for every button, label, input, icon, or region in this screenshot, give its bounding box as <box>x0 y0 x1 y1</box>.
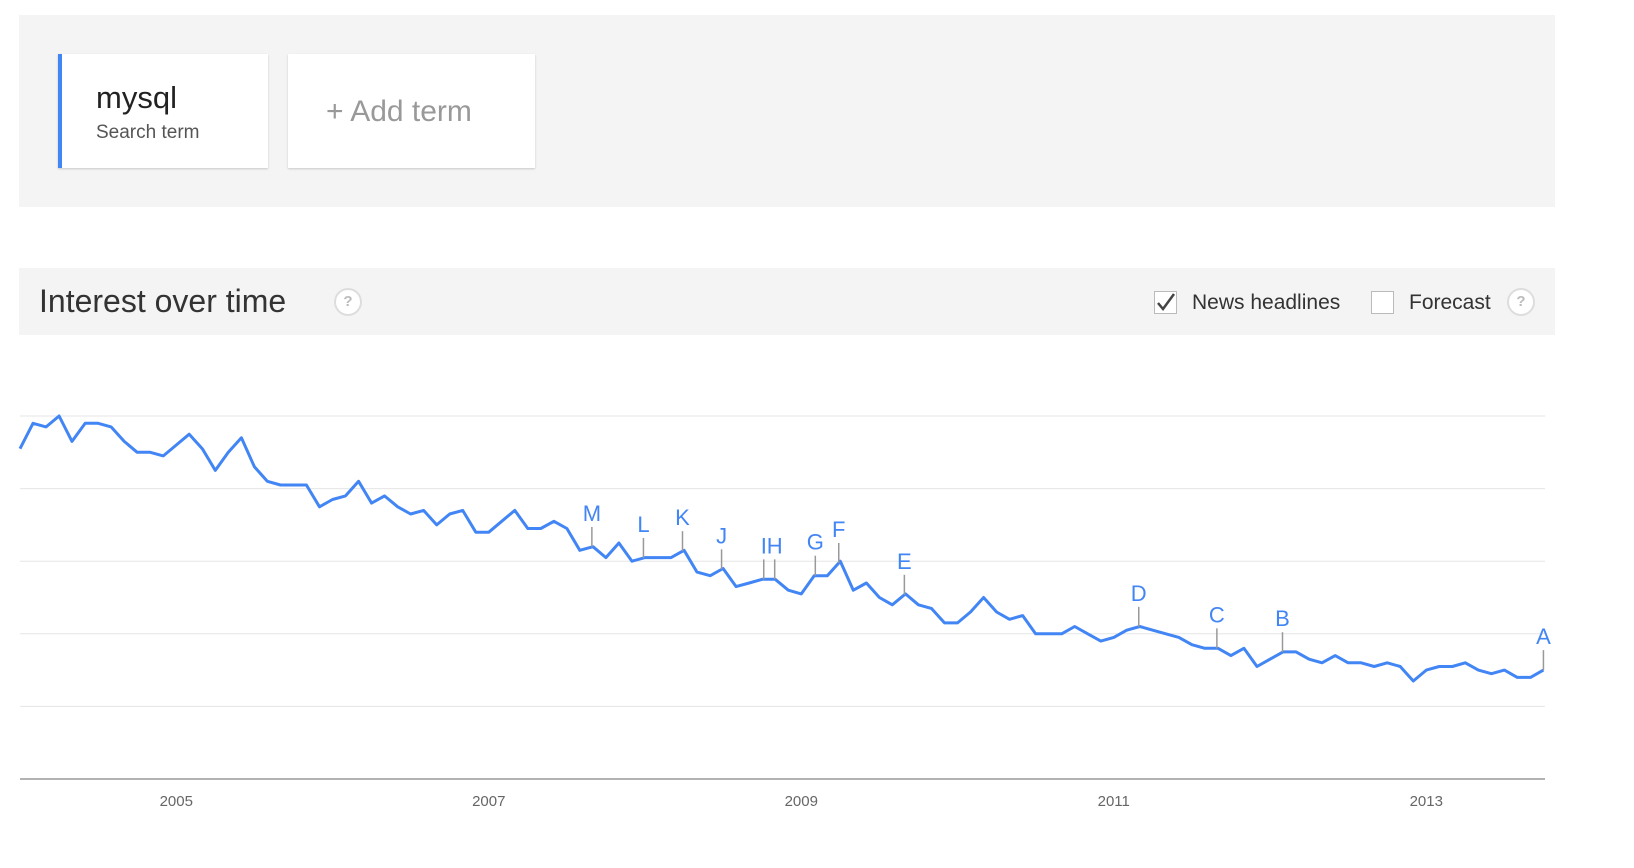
headline-letter[interactable]: I <box>761 533 767 558</box>
headline-letter[interactable]: H <box>767 533 783 558</box>
add-term-card[interactable]: + Add term <box>288 54 535 168</box>
x-tick-label: 2007 <box>472 793 505 810</box>
x-tick-label: 2013 <box>1410 793 1443 810</box>
headline-letter[interactable]: D <box>1131 581 1147 606</box>
checkbox[interactable] <box>1154 291 1177 314</box>
check-mark <box>1157 293 1176 312</box>
headline-letter[interactable]: F <box>832 517 845 542</box>
headline-letter[interactable]: G <box>807 530 824 555</box>
headline-letter[interactable]: E <box>897 549 912 574</box>
search-term: mysql <box>96 80 177 115</box>
help-icon[interactable]: ? <box>1507 288 1535 316</box>
section-header: Interest over time ? News headlines Fore… <box>19 268 1555 335</box>
chart: 2005 2007 2009 2011 2013 M L K J I H GF E D C B A <box>18 414 1551 810</box>
x-tick-label: 2009 <box>785 793 818 810</box>
search-panel: mysql Search term + Add term <box>19 15 1555 207</box>
headline-letter[interactable]: M <box>583 501 601 526</box>
headline-letter[interactable]: K <box>675 505 690 530</box>
headline-letter[interactable]: C <box>1209 602 1225 627</box>
option-label[interactable]: Forecast <box>1409 291 1491 314</box>
x-tick-label: 2005 <box>160 793 193 810</box>
section-title: Interest over time <box>39 283 287 319</box>
search-term-card[interactable]: mysql Search term <box>58 54 268 168</box>
headline-letter[interactable]: A <box>1536 624 1551 649</box>
headline-letter[interactable]: L <box>637 512 649 537</box>
headline-letter[interactable]: J <box>716 523 727 548</box>
checkbox[interactable] <box>1371 291 1394 314</box>
search-term-label: Search term <box>96 122 200 143</box>
headline-letter[interactable]: B <box>1275 606 1290 631</box>
option-label[interactable]: News headlines <box>1192 291 1341 314</box>
x-tick-label: 2011 <box>1098 793 1130 810</box>
add-term: + Add term <box>326 95 472 128</box>
trend-line <box>18 414 1545 683</box>
help-icon[interactable]: ? <box>334 288 362 316</box>
